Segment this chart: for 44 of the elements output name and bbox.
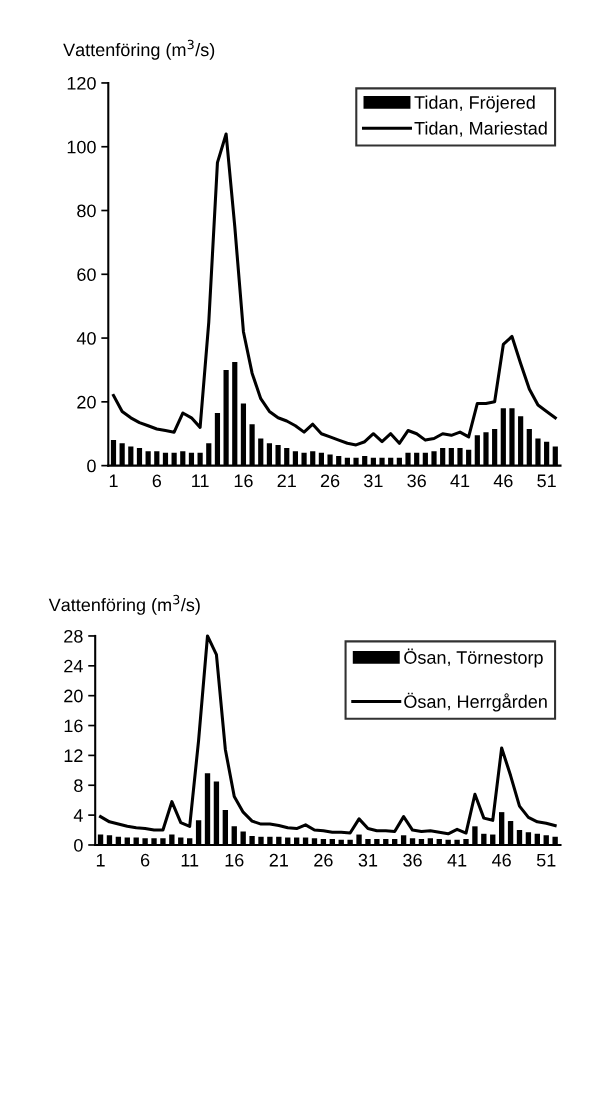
y-tick-label: 24: [64, 659, 83, 673]
x-tick-label: 51: [537, 474, 556, 488]
x-tick-label: 51: [536, 853, 556, 867]
x-tick-label: 41: [450, 474, 470, 488]
x-tick-label: 31: [358, 853, 378, 867]
y-tick-label: 60: [77, 268, 96, 282]
x-tick-label: 16: [225, 853, 244, 867]
y-tick-label: 20: [77, 395, 96, 409]
x-tick-label: 31: [364, 474, 383, 488]
x-tick-label: 11: [192, 474, 209, 488]
x-tick-label: 36: [403, 853, 422, 867]
y-tick-label: 16: [64, 719, 83, 733]
y-tick-label: 0: [87, 459, 96, 473]
x-tick-label: 41: [447, 853, 467, 867]
x-tick-label: 21: [269, 853, 288, 867]
y-tick-label: 4: [73, 809, 83, 822]
y-tick-label: 20: [64, 689, 83, 703]
y-tick-label: 40: [76, 332, 96, 345]
x-tick-label: 11: [181, 853, 199, 867]
x-tick-label: 26: [320, 474, 340, 488]
y-tick-label: 120: [67, 76, 96, 90]
x-tick-label: 46: [492, 853, 511, 867]
x-tick-label: 26: [314, 853, 333, 867]
x-tick-label: 16: [234, 474, 253, 488]
legend-label: Ösan, Törnestorp: [404, 648, 543, 668]
y-tick-label: 12: [64, 749, 83, 762]
y-axis-title: Vattenföring (m$^{3}$/s): [48, 594, 200, 615]
legend-label: Tidan, Mariestad: [414, 121, 547, 137]
x-tick-label: 6: [152, 474, 162, 488]
y-tick-label: 100: [67, 140, 96, 154]
y-tick-label: 8: [74, 779, 83, 792]
x-tick-label: 21: [277, 474, 296, 488]
y-tick-label: 28: [64, 629, 83, 643]
x-tick-label: 1: [109, 474, 118, 488]
legend-label: Ösan, Herrgården: [404, 692, 547, 712]
x-tick-label: 1: [96, 853, 105, 867]
legend-label: Tidan, Fröjered: [414, 95, 535, 113]
x-tick-label: 36: [407, 474, 426, 488]
y-tick-label: 80: [77, 204, 96, 218]
y-tick-label: 0: [74, 838, 83, 852]
x-tick-label: 6: [141, 853, 150, 867]
line-series: [99, 634, 557, 836]
y-axis-title: Vattenföring (m$^{3}$/s): [63, 39, 215, 60]
x-tick-label: 46: [493, 474, 513, 488]
